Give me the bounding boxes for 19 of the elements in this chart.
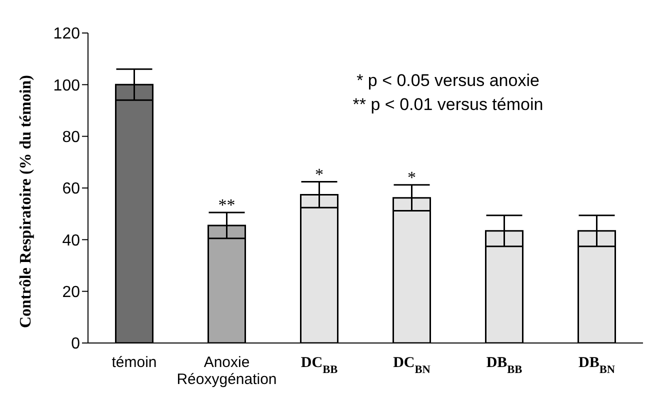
y-tick-label: 60 — [62, 180, 80, 198]
y-tick-label: 120 — [53, 26, 80, 43]
y-tick-label: 40 — [62, 232, 80, 250]
x-tick-label: DB$_{BN}$ — [578, 355, 615, 376]
annotation: ** p < 0.01 versus témoin — [352, 95, 544, 114]
y-tick-label: 0 — [71, 336, 80, 353]
x-tick-label: DC$_{BN}$ — [393, 355, 430, 376]
x-tick-label: témoin — [112, 354, 157, 371]
annotation: ** — [218, 196, 236, 215]
y-axis-title: Contrôle Respiratoire (% du témoin) — [18, 75, 35, 328]
x-tick-label: Anoxie Réoxygénation — [176, 354, 277, 388]
x-tick-label: DB$_{BB}$ — [486, 355, 523, 376]
x-tick-label: DC$_{BB}$ — [300, 355, 338, 376]
annotation: * — [408, 168, 416, 187]
y-tick-label: 100 — [53, 77, 80, 94]
y-tick-label: 20 — [62, 284, 80, 302]
y-tick-label: 80 — [62, 129, 80, 146]
annotation: * p < 0.05 versus anoxie — [356, 71, 540, 90]
annotation: * — [315, 164, 324, 184]
